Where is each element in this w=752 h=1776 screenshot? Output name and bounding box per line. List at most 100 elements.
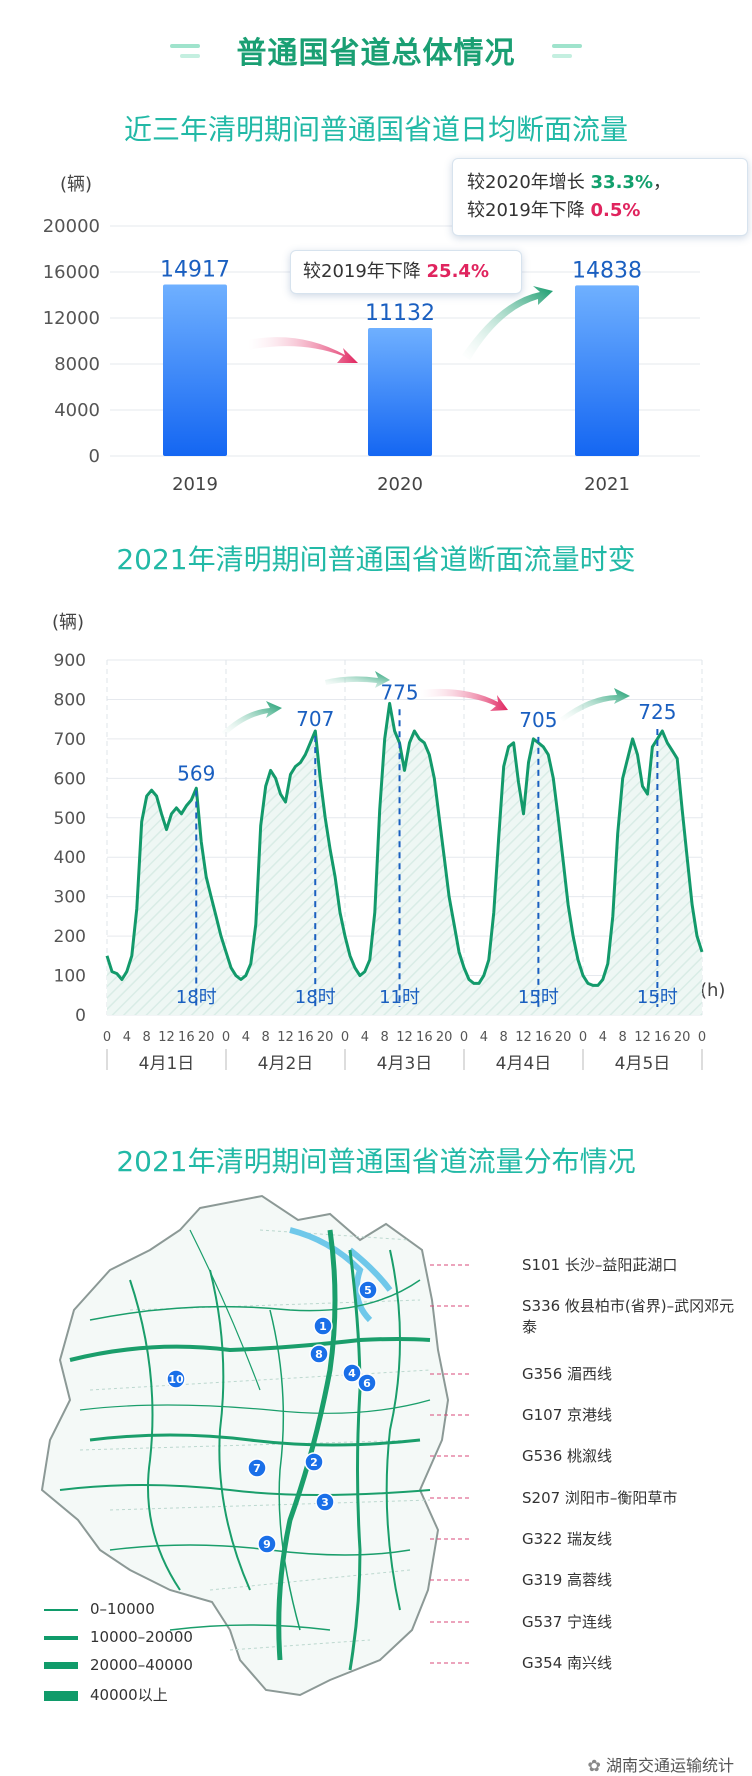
page-title: 普通国省道总体情况	[236, 36, 516, 71]
road-label: S101 长沙–益阳茈湖口	[522, 1256, 678, 1274]
road-label: G354 南兴线	[522, 1654, 613, 1672]
line-y-tick-label: 600	[54, 769, 86, 789]
road-label: S207 浏阳市–衡阳草市	[522, 1489, 678, 1507]
callout-2021-increase-value: 33.3%	[590, 172, 653, 193]
line-x-tick-label: 0	[460, 1030, 468, 1045]
trend-arrow-1	[222, 701, 282, 736]
peak-hour-label: 11时	[379, 987, 420, 1008]
road-marker-5	[358, 1280, 378, 1300]
line-chart-y-ticks: 0 100 200 300 400 500 600 700 800 900	[54, 651, 86, 1026]
line-x-tick-label: 4	[599, 1030, 607, 1045]
map-title: 2021年清明期间普通国省道流量分布情况	[116, 1145, 636, 1178]
line-x-tick-label: 8	[143, 1030, 151, 1045]
line-x-tick-label: 8	[500, 1030, 508, 1045]
road-marker-9	[257, 1534, 277, 1554]
line-x-tick-label: 4	[242, 1030, 250, 1045]
road-marker-number: 3	[321, 1496, 329, 1509]
bar-y-tick-label: 20000	[43, 216, 100, 237]
line-chart-day-labels: 4月1日 4月2日 4月3日 4月4日 4月5日	[106, 1049, 703, 1070]
road-label: G107 京港线	[522, 1406, 613, 1424]
bar-value-label: 14917	[160, 257, 230, 282]
page-header: 普通国省道总体情况	[0, 14, 752, 74]
peak-value-label: 775	[380, 680, 418, 704]
road-marker-number: 2	[310, 1456, 318, 1469]
bar-x-label: 2020	[377, 474, 423, 495]
line-y-tick-label: 700	[54, 730, 86, 750]
road-marker-number: 6	[363, 1377, 371, 1390]
road-marker-4	[342, 1363, 362, 1383]
line-x-tick-label: 16	[178, 1030, 195, 1045]
road-label: G536 桃溆线	[522, 1447, 613, 1465]
line-y-tick-label: 0	[75, 1006, 86, 1026]
legend-label: 40000以上	[90, 1686, 168, 1704]
line-x-tick-label: 0	[103, 1030, 111, 1045]
trend-arrow-3	[420, 688, 508, 711]
road-marker-10	[166, 1369, 186, 1389]
line-x-tick-label: 4	[361, 1030, 369, 1045]
day-label: 4月5日	[615, 1054, 671, 1070]
line-chart-x-unit: (h)	[700, 980, 726, 1001]
line-x-tick-label: 0	[698, 1030, 706, 1045]
line-chart-x-ticks: 0 4 8 12 16 20 0 4 8 12 16 20 0 4 8 12 16 20 0 4 8 12 16 20 0 4 8 1…	[103, 1030, 706, 1045]
legend-item: 0–10000	[44, 1600, 155, 1618]
watermark: ✿ 湖南交通运输统计	[587, 1752, 734, 1776]
line-x-tick-label: 4	[480, 1030, 488, 1045]
callout-2021-line2-prefix: 较2019年下降	[467, 200, 591, 221]
bar-2021	[575, 285, 639, 456]
decrease-arrow	[248, 337, 358, 363]
legend-item: 10000–20000	[44, 1628, 193, 1646]
line-x-tick-label: 12	[396, 1030, 413, 1045]
callout-2021-decrease-value: 0.5%	[590, 200, 641, 221]
callout-2021-comparison: 较2020年增长 33.3%， 较2019年下降 0.5%	[452, 158, 748, 236]
line-x-tick-label: 12	[277, 1030, 294, 1045]
road-label: G356 湄西线	[522, 1365, 613, 1383]
line-y-tick-label: 400	[54, 848, 86, 868]
road-label: G322 瑞友线	[522, 1530, 613, 1548]
trend-arrow-4	[560, 688, 630, 722]
bar-chart-x-labels: 2019 2020 2021	[172, 474, 630, 495]
wechat-icon: ✿	[587, 1756, 606, 1775]
header-right-decoration	[552, 44, 582, 48]
peak-value-label: 569	[177, 762, 215, 786]
legend-label: 20000–40000	[90, 1656, 193, 1674]
road-marker-number: 7	[253, 1462, 261, 1475]
line-chart-peaks: 569 18时 707 18时 775 11时 705 15时 725 15时	[176, 680, 678, 1008]
legend-label: 0–10000	[90, 1600, 155, 1618]
road-label: G537 宁连线	[522, 1613, 613, 1631]
road-marker-6	[357, 1373, 377, 1393]
callout-2020-prefix: 较2019年下降	[303, 261, 427, 282]
line-x-tick-label: 16	[416, 1030, 433, 1045]
increase-arrow	[462, 286, 553, 360]
road-marker-7	[247, 1458, 267, 1478]
road-marker-2	[304, 1452, 324, 1472]
peak-hour-label: 15时	[637, 987, 678, 1008]
county-boundaries	[79, 1229, 431, 1651]
line-chart-unit: (辆)	[52, 612, 85, 633]
line-x-tick-label: 12	[158, 1030, 175, 1045]
bar-chart-title: 近三年清明期间普通国省道日均断面流量	[123, 113, 628, 146]
line-x-tick-label: 16	[297, 1030, 314, 1045]
bar-value-label: 11132	[365, 301, 435, 326]
line-y-tick-label: 900	[54, 651, 86, 671]
bar-2019	[163, 284, 227, 456]
day-label: 4月1日	[139, 1054, 195, 1070]
line-x-tick-label: 20	[555, 1030, 572, 1045]
bar-x-label: 2021	[584, 474, 630, 495]
bar-value-label: 14838	[572, 258, 642, 283]
line-y-tick-label: 800	[54, 690, 86, 710]
line-x-tick-label: 0	[341, 1030, 349, 1045]
bar-chart-unit: (辆)	[60, 174, 93, 195]
line-x-tick-label: 16	[535, 1030, 552, 1045]
legend-label: 10000–20000	[90, 1628, 193, 1646]
callout-2020-comparison: 较2019年下降 25.4%	[290, 250, 522, 294]
line-y-tick-label: 100	[54, 967, 86, 987]
line-x-tick-label: 12	[515, 1030, 532, 1045]
line-x-tick-label: 8	[381, 1030, 389, 1045]
day-label: 4月3日	[377, 1054, 433, 1070]
road-leader-lines	[430, 1264, 470, 1664]
bar-x-label: 2019	[172, 474, 218, 495]
peak-value-label: 705	[519, 708, 557, 732]
line-chart-series	[105, 701, 704, 987]
